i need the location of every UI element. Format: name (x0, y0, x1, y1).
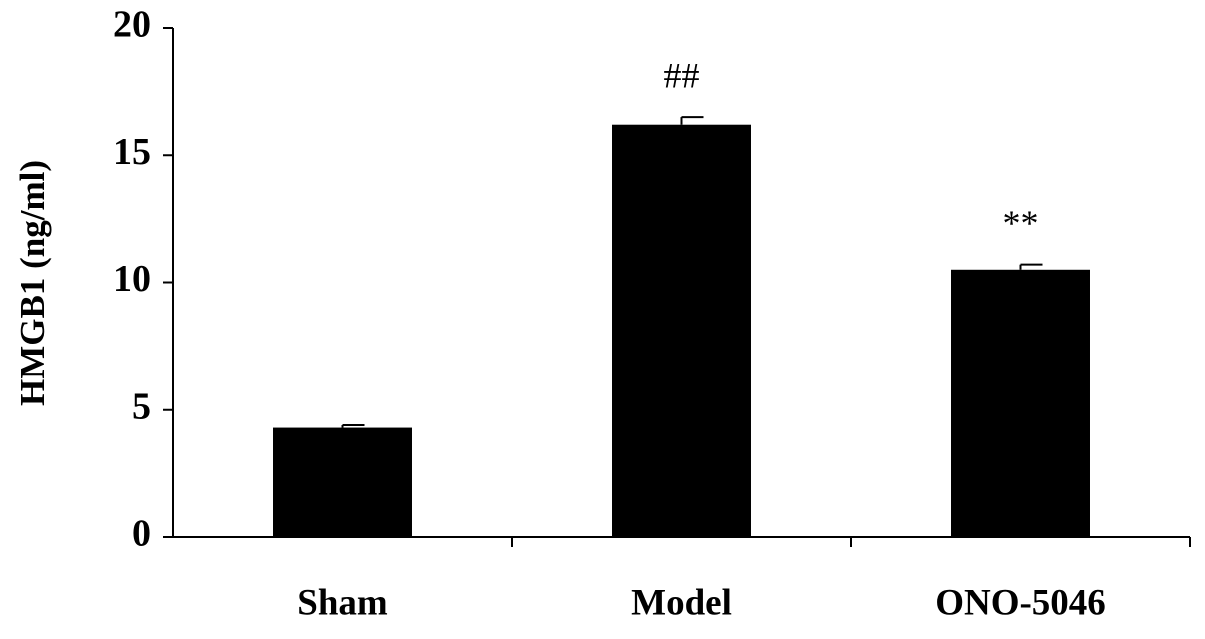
y-axis-label: HMGB1 (ng/ml) (13, 160, 52, 406)
x-tick-label: ONO-5046 (935, 582, 1106, 623)
annotation: ** (1003, 203, 1039, 243)
y-tick-label: 0 (132, 513, 151, 555)
y-tick-label: 15 (113, 131, 151, 173)
bar (273, 427, 412, 537)
annotation: ## (664, 55, 700, 95)
y-tick-label: 5 (132, 385, 151, 427)
bar (951, 269, 1090, 537)
y-tick-label: 10 (113, 258, 151, 300)
x-tick-label: Sham (297, 582, 388, 623)
bar (612, 124, 751, 538)
y-tick-label: 20 (113, 4, 151, 46)
x-tick-label: Model (631, 582, 732, 623)
